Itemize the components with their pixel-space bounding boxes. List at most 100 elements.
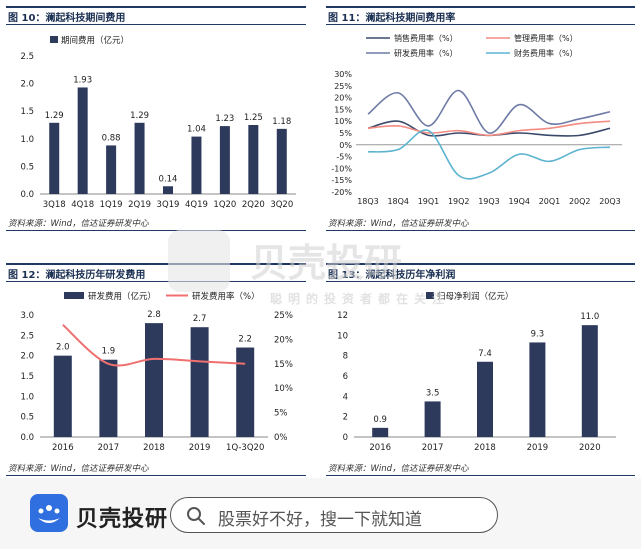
expense-rate-chart: -20% -15% -10% -5% 0% 5% 10% 15% 20% 25% 30% 18Q3 18… [331,33,622,206]
title-underline [6,24,306,25]
data-label: 11.0 [580,312,599,322]
data-label: 1.25 [244,113,263,123]
legend-label: 归母净利润（亿元） [437,291,514,302]
x-tick-label: 2Q19 [128,200,151,210]
source-note: 资料来源：Wind，信达证券研发中心 [8,219,149,229]
rd-expense-chart: 0.0 0.5 1.0 1.5 2.0 2.5 3.0 0% 5% 10% 15% 20% 25% 2.0… [20,291,293,453]
y-tick-label: 1.5 [20,107,34,117]
y-tick-label: -10% [331,164,352,173]
data-label: 1.9 [102,347,116,357]
y-tick-label: 5% [339,129,352,138]
legend-label: 销售费用率（%） [394,33,458,43]
bottom-rule [6,475,306,476]
source-note: 资料来源：Wind，信达证券研发中心 [8,464,149,474]
x-tick-label: 4Q19 [185,200,208,210]
y-tick-label: 1.0 [20,392,34,402]
watermark-slogan: 聪明的投资者都在关注 [270,292,451,306]
y-tick-label: 30% [334,70,352,79]
y-tick-label: 0 [343,433,348,443]
x-tick-label: 19Q2 [448,197,470,206]
data-label: 1.04 [187,125,206,135]
bar [53,355,72,437]
bar [106,145,117,194]
bar [99,359,118,437]
y-tick-label: -15% [331,176,352,185]
y-tick-label: 1.0 [20,135,34,145]
x-tick-label: 2016 [369,443,391,453]
period-expense-chart: 0.0 0.5 1.0 1.5 2.0 2.5 1.29 3Q18 1.93 4Q18 0.88 1Q… [20,35,296,210]
watermark-logo-icon [168,230,230,292]
y-tick-label: 2.5 [20,52,34,62]
watermark-brand: 贝壳投研 [250,241,403,285]
title-rule [6,6,306,8]
x-tick-label: 20Q1 [539,197,561,206]
y-tick-label: 25% [334,82,352,91]
chart-title: 图 13：澜起科技历年净利润 [328,270,456,281]
rate-line [62,324,246,367]
bar [477,361,493,437]
legend-label: 研发费用率（%） [192,291,260,302]
y-tick-label: 0.0 [20,190,34,200]
data-label: 0.9 [373,415,387,425]
bar [276,128,287,194]
y-tick-label: -5% [336,153,352,162]
legend-swatch [50,36,58,43]
net-profit-chart: 0 2 4 6 8 10 12 0.9 2016 3.5 2017 7.4 2018 9.3 2019 11.… [337,291,616,453]
x-tick-label: 2017 [98,443,120,453]
data-label: 0.88 [102,133,121,143]
brand-logo-icon[interactable] [30,494,68,532]
data-label: 1.18 [272,117,291,127]
bar [424,401,441,437]
x-tick-label: 2019 [527,443,549,453]
y2-tick-label: 5% [274,409,288,419]
bar [372,427,389,437]
x-tick-label: 20Q3 [599,197,621,206]
data-label: 2.7 [193,314,207,324]
title-rule [326,6,635,8]
x-tick-label: 2016 [52,443,74,453]
data-label: 0.14 [159,174,178,184]
x-tick-label: 2020 [579,443,601,453]
title-underline [6,281,306,282]
x-tick-label: 19Q4 [508,197,530,206]
x-tick-label: 20Q2 [569,197,591,206]
x-tick-label: 2019 [189,443,211,453]
x-tick-label: 1Q-3Q20 [226,443,264,453]
y-tick-label: 10 [337,331,348,341]
y-tick-label: 10% [334,117,352,126]
data-label: 1.23 [215,114,234,124]
bar [134,122,145,194]
search-icon[interactable] [186,506,206,526]
search-box[interactable] [170,497,498,533]
bottom-rule [326,230,635,231]
source-note: 资料来源：Wind，信达证券研发中心 [328,464,469,474]
brand-name[interactable]: 贝壳投研 [76,507,169,532]
y-tick-label: 0.5 [20,413,34,423]
x-tick-label: 2017 [422,443,444,453]
y-tick-label: 4 [343,392,348,402]
y-tick-label: 12 [337,311,348,321]
x-tick-label: 18Q4 [387,197,409,206]
x-tick-label: 3Q18 [43,200,66,210]
x-tick-label: 3Q19 [157,200,180,210]
y-tick-label: 0% [339,141,352,150]
data-label: 2.0 [56,343,70,353]
y-tick-label: 15% [334,105,352,114]
search-placeholder[interactable]: 股票好不好，搜一下就知道 [218,510,422,530]
bar [77,87,88,194]
chart-title: 图 12：澜起科技历年研发费用 [8,270,146,281]
y-tick-label: -20% [331,188,352,197]
bar [529,342,546,437]
x-tick-label: 1Q19 [100,200,123,210]
y-tick-label: 2.5 [20,331,34,341]
y-tick-label: 0.5 [20,162,34,172]
bar [219,126,230,194]
series-line [367,89,611,134]
bar [248,125,259,194]
y2-tick-label: 25% [274,311,293,321]
title-underline [326,24,635,25]
data-label: 9.3 [531,329,545,339]
legend-label: 期间费用（亿元） [61,35,129,46]
x-tick-label: 18Q3 [357,197,379,206]
legend-swatch [64,292,84,299]
